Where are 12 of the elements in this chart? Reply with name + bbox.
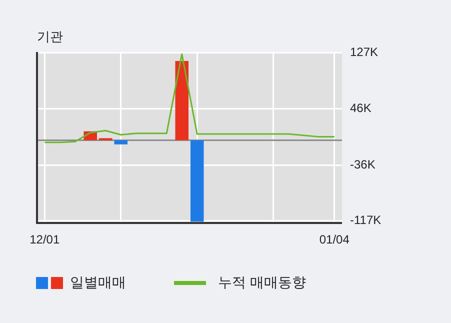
legend-label: 누적 매매동향 (218, 274, 306, 292)
legend-label: 일별매매 (70, 274, 126, 292)
y-tick-label: 46K (350, 100, 372, 115)
y-tick-label: -36K (350, 157, 376, 172)
y-tick-label: 127K (350, 45, 378, 59)
y-tick-label: -117K (350, 213, 382, 228)
x-tick-label: 12/01 (30, 232, 60, 247)
bar (114, 140, 128, 144)
x-tick-label: 01/04 (319, 232, 350, 247)
bar (175, 60, 189, 140)
bar (190, 140, 204, 222)
chart-title: 기관 (37, 28, 63, 46)
